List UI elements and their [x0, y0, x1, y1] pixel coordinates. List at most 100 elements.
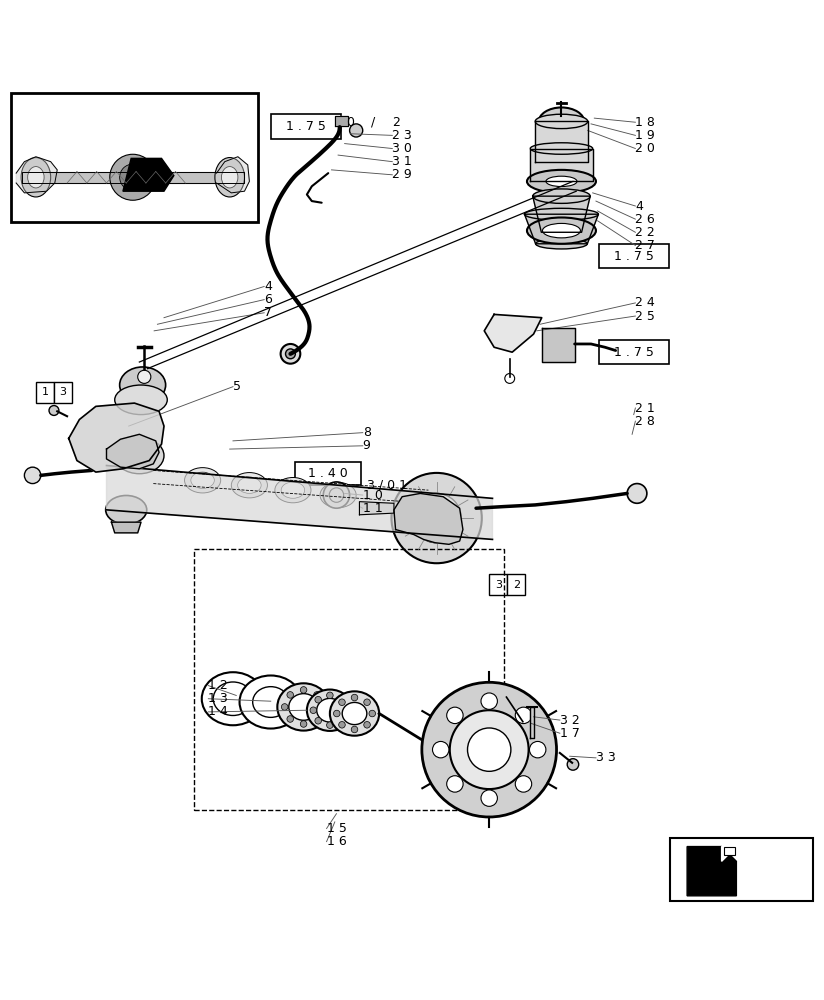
Ellipse shape [326, 692, 333, 699]
Ellipse shape [527, 170, 596, 193]
Text: 2 3: 2 3 [392, 129, 412, 142]
Bar [489, 574, 508, 595]
Ellipse shape [28, 167, 44, 188]
Ellipse shape [339, 717, 345, 724]
Ellipse shape [275, 477, 311, 503]
Bar [194, 549, 504, 810]
Ellipse shape [326, 487, 350, 503]
Ellipse shape [316, 698, 343, 722]
Ellipse shape [542, 223, 580, 238]
Text: 7: 7 [265, 306, 272, 319]
Ellipse shape [215, 158, 245, 197]
Ellipse shape [300, 687, 307, 693]
Circle shape [505, 374, 515, 383]
Text: 1 1: 1 1 [363, 502, 382, 515]
Ellipse shape [232, 473, 268, 498]
Polygon shape [394, 493, 463, 544]
Polygon shape [359, 502, 394, 515]
Polygon shape [106, 466, 493, 539]
Text: 3 3: 3 3 [596, 751, 616, 764]
Polygon shape [106, 434, 159, 469]
Text: 1 . 7 5: 1 . 7 5 [286, 120, 325, 133]
Polygon shape [535, 121, 588, 162]
Ellipse shape [119, 367, 166, 403]
Text: 2 0: 2 0 [635, 142, 655, 155]
Text: 2 8: 2 8 [635, 415, 655, 428]
Text: 6: 6 [265, 293, 272, 306]
Text: /: / [371, 116, 375, 129]
Circle shape [481, 790, 498, 806]
Text: 3: 3 [494, 580, 502, 590]
Ellipse shape [281, 704, 288, 710]
Bar [295, 462, 361, 485]
Ellipse shape [222, 167, 238, 188]
Circle shape [567, 759, 578, 770]
Ellipse shape [531, 143, 592, 154]
Text: 2 9: 2 9 [392, 168, 412, 181]
Circle shape [286, 349, 295, 359]
Ellipse shape [310, 707, 316, 714]
Ellipse shape [351, 694, 358, 701]
Ellipse shape [525, 208, 598, 220]
Text: 1 . 4 0: 1 . 4 0 [308, 467, 348, 480]
Text: 2: 2 [392, 116, 400, 129]
Text: 2 5: 2 5 [635, 310, 655, 323]
Polygon shape [531, 149, 592, 181]
Ellipse shape [369, 710, 376, 717]
Ellipse shape [326, 722, 333, 728]
Bar [599, 340, 669, 364]
Ellipse shape [531, 176, 592, 187]
Circle shape [433, 741, 449, 758]
Ellipse shape [535, 155, 588, 170]
Circle shape [627, 484, 647, 503]
Bar [724, 847, 735, 855]
Ellipse shape [343, 707, 349, 714]
Ellipse shape [307, 690, 353, 731]
Ellipse shape [115, 438, 164, 474]
Text: 2 1: 2 1 [635, 402, 655, 415]
Polygon shape [687, 847, 737, 896]
Circle shape [515, 776, 531, 792]
Polygon shape [533, 196, 590, 232]
Text: 1 8: 1 8 [635, 116, 655, 129]
Polygon shape [525, 214, 598, 244]
Ellipse shape [351, 726, 358, 733]
Ellipse shape [278, 683, 330, 731]
Polygon shape [22, 172, 244, 183]
Ellipse shape [289, 694, 318, 720]
Ellipse shape [535, 114, 588, 129]
Polygon shape [335, 116, 348, 126]
Circle shape [447, 707, 463, 724]
Ellipse shape [538, 107, 584, 137]
Polygon shape [485, 314, 541, 352]
Ellipse shape [213, 682, 253, 715]
Text: 4: 4 [635, 200, 644, 213]
Ellipse shape [124, 445, 154, 466]
Bar [508, 574, 526, 595]
Ellipse shape [339, 722, 345, 728]
Polygon shape [531, 707, 534, 738]
Ellipse shape [185, 468, 221, 493]
Ellipse shape [240, 675, 302, 729]
Circle shape [323, 482, 349, 508]
Polygon shape [722, 847, 737, 861]
Text: 9: 9 [363, 439, 371, 452]
Bar [54, 382, 72, 403]
Circle shape [110, 154, 156, 200]
Ellipse shape [536, 239, 588, 249]
Ellipse shape [300, 721, 307, 727]
Ellipse shape [237, 477, 261, 493]
Text: 1 . 7 5: 1 . 7 5 [614, 346, 654, 359]
Text: 5: 5 [233, 380, 241, 393]
Ellipse shape [281, 482, 305, 498]
Text: 8: 8 [363, 426, 371, 439]
Ellipse shape [527, 217, 596, 244]
Ellipse shape [315, 717, 321, 724]
Ellipse shape [339, 699, 345, 706]
Ellipse shape [105, 495, 147, 524]
Circle shape [450, 710, 529, 789]
Text: 1 4: 1 4 [208, 705, 228, 718]
Text: 3 2: 3 2 [559, 714, 579, 727]
Text: 1 0: 1 0 [363, 489, 382, 502]
Text: 1 6: 1 6 [326, 835, 346, 848]
